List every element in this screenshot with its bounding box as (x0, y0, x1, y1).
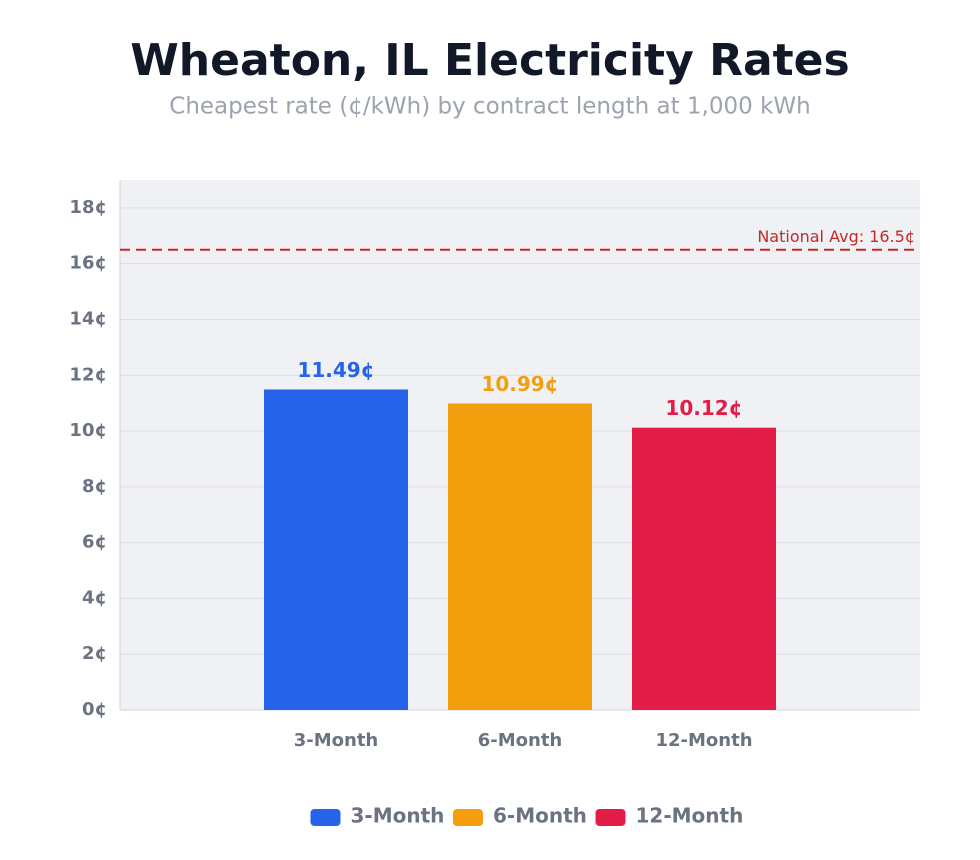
x-tick-label: 12-Month (655, 730, 752, 751)
bar (448, 403, 592, 710)
y-tick-label: 8¢ (82, 476, 107, 497)
y-tick-label: 2¢ (82, 643, 107, 664)
bar (632, 427, 776, 710)
x-tick-label: 6-Month (478, 730, 563, 751)
y-tick-label: 10¢ (69, 420, 107, 441)
bar (264, 389, 408, 710)
legend-label: 12-Month (636, 804, 744, 828)
reference-label: National Avg: 16.5¢ (757, 227, 915, 246)
legend-swatch (595, 809, 626, 826)
chart-subtitle: Cheapest rate (¢/kWh) by contract length… (169, 94, 810, 120)
y-tick-label: 0¢ (82, 699, 107, 720)
y-tick-label: 12¢ (69, 364, 107, 385)
legend-swatch (453, 809, 483, 826)
y-tick-label: 6¢ (82, 532, 107, 553)
y-tick-label: 18¢ (69, 197, 107, 218)
y-tick-label: 4¢ (82, 587, 107, 608)
chart-title: Wheaton, IL Electricity Rates (130, 35, 849, 86)
y-tick-label: 14¢ (69, 308, 107, 329)
value-label: 10.12¢ (665, 396, 742, 420)
legend-label: 6-Month (493, 804, 587, 828)
value-label: 11.49¢ (297, 358, 374, 382)
value-label: 10.99¢ (481, 372, 558, 396)
x-tick-label: 3-Month (294, 730, 379, 751)
legend-label: 3-Month (351, 804, 445, 828)
y-tick-label: 16¢ (69, 253, 107, 274)
legend-swatch (310, 809, 341, 826)
